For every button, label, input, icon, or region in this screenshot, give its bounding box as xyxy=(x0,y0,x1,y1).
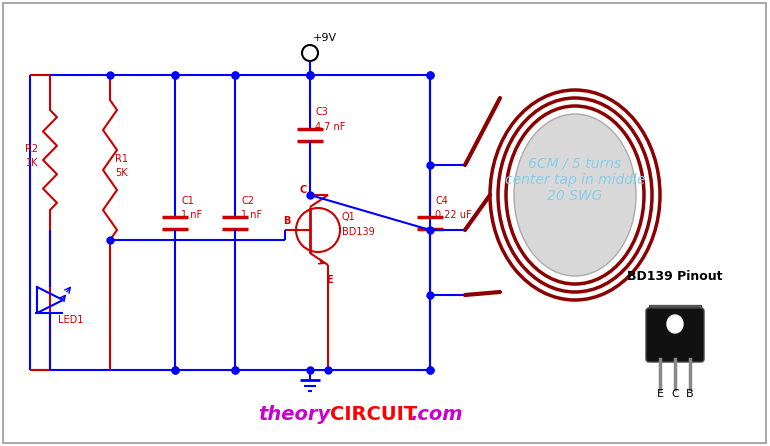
Ellipse shape xyxy=(667,315,683,333)
Bar xyxy=(649,305,701,317)
Text: BD139: BD139 xyxy=(342,227,375,237)
Text: +9V: +9V xyxy=(313,33,337,43)
Text: E: E xyxy=(657,389,664,399)
Text: E: E xyxy=(326,275,333,285)
Text: CIRCUIT: CIRCUIT xyxy=(330,405,417,424)
Text: R2: R2 xyxy=(25,144,38,154)
Text: C3: C3 xyxy=(315,107,328,117)
Text: C4: C4 xyxy=(435,197,448,206)
Text: B: B xyxy=(283,216,290,226)
FancyBboxPatch shape xyxy=(646,308,704,362)
Text: C2: C2 xyxy=(241,197,254,206)
Ellipse shape xyxy=(514,114,636,276)
Text: B: B xyxy=(686,389,694,399)
Text: 1 nF: 1 nF xyxy=(181,211,202,220)
Text: C1: C1 xyxy=(181,197,194,206)
Text: .com: .com xyxy=(410,405,463,424)
Text: 5K: 5K xyxy=(115,168,128,178)
Text: BD139 Pinout: BD139 Pinout xyxy=(628,270,723,283)
Text: 0.22 uF: 0.22 uF xyxy=(435,211,471,220)
Text: 1 nF: 1 nF xyxy=(241,211,262,220)
Text: theory: theory xyxy=(258,405,330,424)
Text: 6CM / 5 turns
center tap in middle
20 SWG: 6CM / 5 turns center tap in middle 20 SW… xyxy=(505,157,645,203)
Text: LED1: LED1 xyxy=(58,315,83,325)
Text: R1: R1 xyxy=(115,154,128,164)
Text: 1K: 1K xyxy=(25,158,38,168)
Text: C: C xyxy=(300,185,307,195)
Text: Q1: Q1 xyxy=(342,212,356,222)
Text: C: C xyxy=(671,389,679,399)
Text: 4.7 nF: 4.7 nF xyxy=(315,122,346,132)
